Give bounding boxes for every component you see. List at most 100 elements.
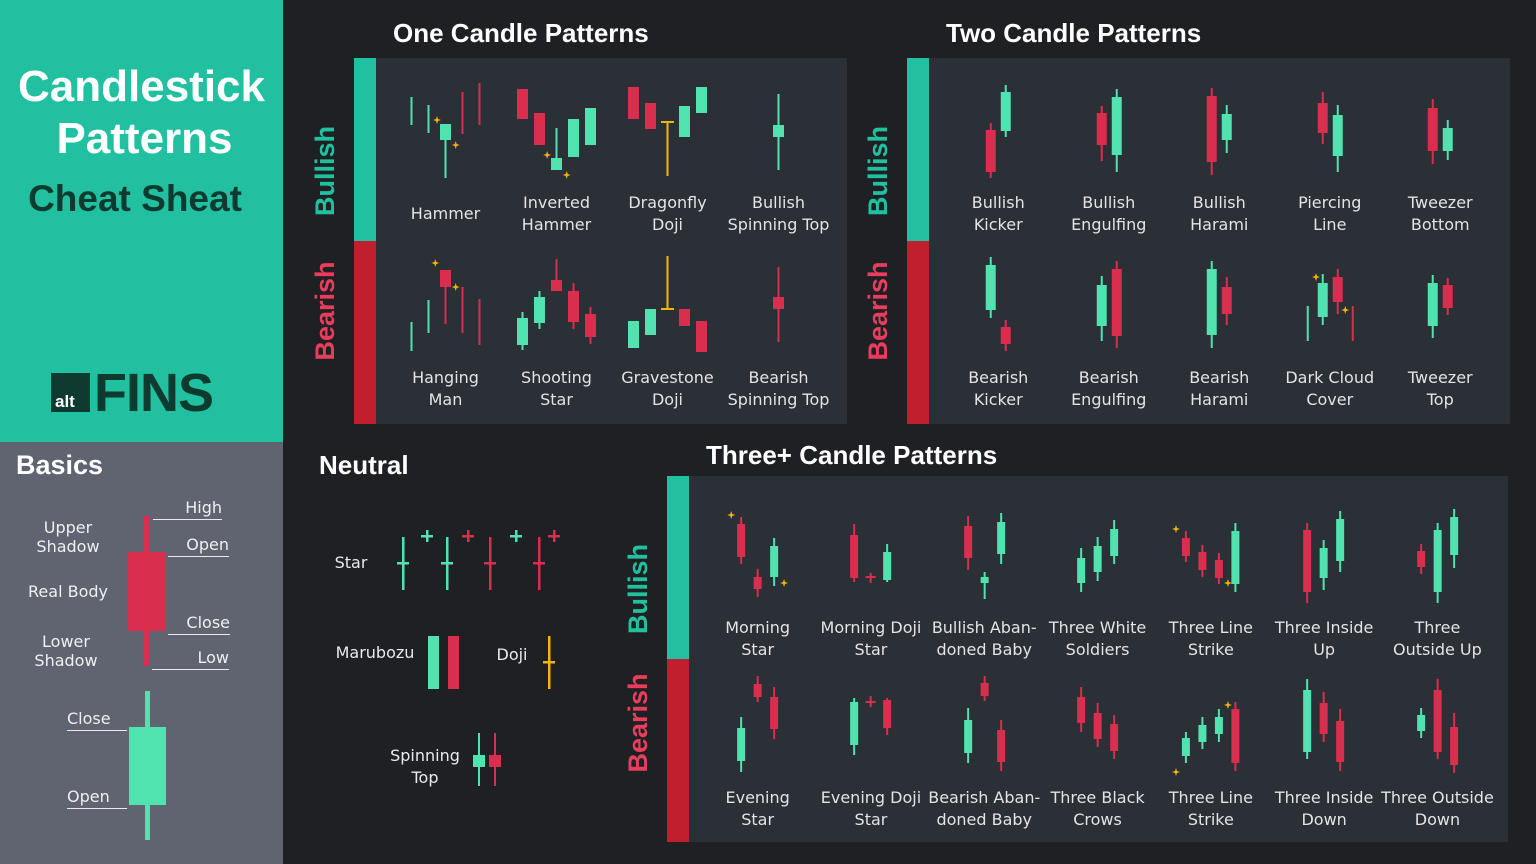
pattern-evening-doji-star: Evening Doji Star: [814, 659, 927, 842]
pattern-morning-star: Morning Star: [701, 476, 814, 659]
pattern-hanging-man: Hanging Man: [390, 241, 501, 424]
pattern-label: Bullish Kicker: [971, 193, 1025, 234]
candle-body: [551, 158, 562, 170]
bearish-candle-body: [128, 552, 166, 631]
candle-body: [1427, 283, 1438, 326]
candle-wick: [427, 105, 430, 133]
candle-wick: [461, 287, 464, 333]
candle-body: [585, 314, 596, 337]
three-candle-panel: [667, 476, 1508, 842]
high-label: High: [153, 498, 222, 520]
candle-wick: [983, 572, 986, 599]
candle-body: [1221, 114, 1232, 140]
star-candles: [397, 530, 560, 590]
candle-body: [1433, 530, 1442, 592]
pattern-chart: [410, 259, 481, 351]
candle-doji-bar: [865, 576, 876, 578]
two-bullish-row: Bullish Kicker Bullish Engulfing Bullish H…: [943, 58, 1496, 241]
sparkle-marker-icon: [543, 151, 552, 159]
candle-body: [996, 522, 1005, 554]
pattern-chart: [1317, 92, 1343, 172]
candle-body: [628, 321, 639, 348]
pattern-chart: [1427, 275, 1453, 338]
candle-body: [517, 318, 528, 345]
pattern-chart: [517, 89, 596, 179]
candle-body: [1111, 97, 1122, 155]
candle-body: [1449, 517, 1458, 555]
pattern-chart: [1077, 687, 1119, 759]
basics-title: Basics: [16, 450, 104, 480]
close-label: Close: [168, 613, 230, 635]
candle-body: [1198, 725, 1207, 742]
pattern-bearish-kicker: Bearish Kicker: [943, 241, 1054, 424]
pattern-label: Bearish Spinning Top: [727, 368, 830, 409]
candle-wick: [1306, 306, 1309, 341]
green-open-label: Open: [67, 787, 127, 809]
sparkle-marker-icon: [1311, 273, 1320, 281]
pattern-label: Dragonfly Doji: [628, 193, 707, 234]
sparkle-marker-icon: [727, 511, 736, 519]
candle-body: [679, 309, 690, 326]
subtitle: Cheat Sheat: [28, 178, 242, 219]
pattern-label: Bullish Spinning Top: [727, 193, 830, 234]
one-bullish-row: Hammer Inverted Hammer Dragonfly Doji Bulli…: [390, 58, 834, 241]
candle-body: [770, 546, 779, 577]
logo-alt-text: alt: [55, 392, 75, 411]
candle-body: [980, 577, 989, 583]
three-bullish-label: Bullish: [623, 544, 653, 635]
pattern-three-white-soldiers: Three White Soldiers: [1041, 476, 1154, 659]
pattern-evening-star: Evening Star: [701, 659, 814, 842]
pattern-chart: [1427, 99, 1453, 164]
candle-body: [773, 297, 784, 309]
pattern-morning-doji-star: Morning Doji Star: [814, 476, 927, 659]
candle-doji-bar: [865, 701, 876, 703]
candle-wick: [1351, 306, 1354, 341]
title-line-2: Patterns: [56, 114, 233, 163]
upper-shadow-label: Upper Shadow: [36, 518, 100, 556]
pattern-label: Bullish Aban- doned Baby: [931, 618, 1037, 659]
pattern-chart: [1172, 523, 1240, 592]
candle-body: [737, 524, 746, 557]
doji-candle: [543, 636, 555, 689]
candle-body: [1416, 715, 1425, 731]
candle-body: [517, 89, 528, 119]
pattern-chart: [1077, 520, 1119, 592]
candle-body: [1221, 287, 1232, 314]
pattern-label: Three Black Crows: [1050, 788, 1145, 829]
pattern-chart: [517, 259, 596, 350]
candle-body: [645, 309, 656, 335]
candle-wick: [666, 256, 669, 309]
candle-wick: [410, 97, 413, 125]
candle-body: [1182, 738, 1191, 756]
lower-shadow-label: Lower Shadow: [34, 632, 98, 670]
pattern-label: Tweezer Top: [1407, 368, 1473, 409]
candle-body: [1093, 713, 1102, 739]
candle-wick: [444, 270, 447, 324]
candle-body: [1231, 531, 1240, 584]
pattern-dark-cloud-cover: Dark Cloud Cover: [1275, 241, 1386, 424]
pattern-three-outside-down: Three Outside Down: [1381, 659, 1494, 842]
pattern-chart: [1416, 679, 1458, 773]
two-bullish-label: Bullish: [863, 126, 893, 217]
two-bearish-label: Bearish: [863, 261, 893, 361]
candle-body: [1231, 709, 1240, 763]
one-bearish-strip: [354, 241, 376, 424]
candle-body: [1000, 92, 1011, 131]
candle-body: [1332, 115, 1343, 156]
pattern-label: Bearish Harami: [1189, 368, 1250, 409]
pattern-chart: [985, 85, 1011, 178]
sparkle-marker-icon: [433, 116, 441, 124]
pattern-shooting-star: Shooting Star: [501, 241, 612, 424]
candle-body: [963, 526, 972, 558]
pattern-label: Dark Cloud Cover: [1285, 368, 1375, 409]
pattern-three-outside-up: Three Outside Up: [1381, 476, 1494, 659]
spinning-top-candles: [473, 733, 501, 786]
sparkle-marker-icon: [1340, 306, 1349, 314]
pattern-label: Inverted Hammer: [521, 193, 592, 234]
pattern-chart: [1172, 701, 1240, 776]
candle-body: [696, 321, 707, 352]
pattern-label: Morning Doji Star: [820, 618, 922, 659]
candle-body: [1433, 690, 1442, 752]
one-bullish-label: Bullish: [310, 126, 340, 217]
one-candle-title: One Candle Patterns: [393, 18, 649, 48]
